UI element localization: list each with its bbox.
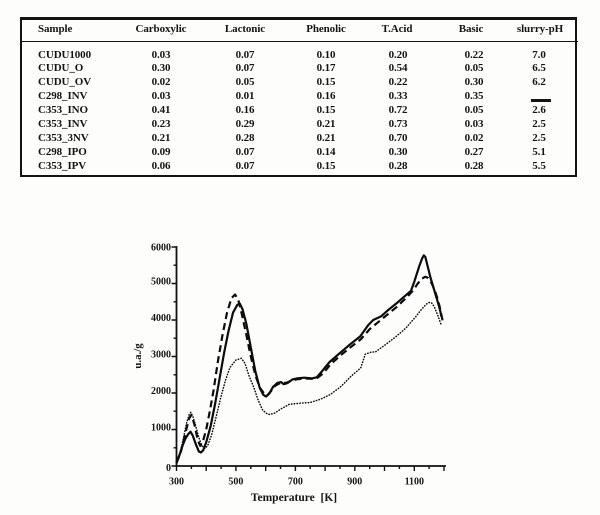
svg-text:3000: 3000 [151,350,171,361]
svg-text:1100: 1100 [405,477,424,488]
svg-text:u.a./g: u.a./g [132,343,144,369]
svg-text:4000: 4000 [151,313,171,324]
svg-text:Temperature [K]: Temperature [K] [251,492,337,504]
svg-text:0: 0 [166,463,171,474]
svg-text:5000: 5000 [151,277,171,288]
svg-text:500: 500 [228,477,243,488]
svg-text:900: 900 [347,477,362,488]
svg-text:700: 700 [288,477,303,488]
svg-text:1000: 1000 [151,423,171,434]
svg-text:2000: 2000 [151,386,171,397]
svg-text:6000: 6000 [151,243,171,254]
svg-text:300: 300 [169,477,184,488]
